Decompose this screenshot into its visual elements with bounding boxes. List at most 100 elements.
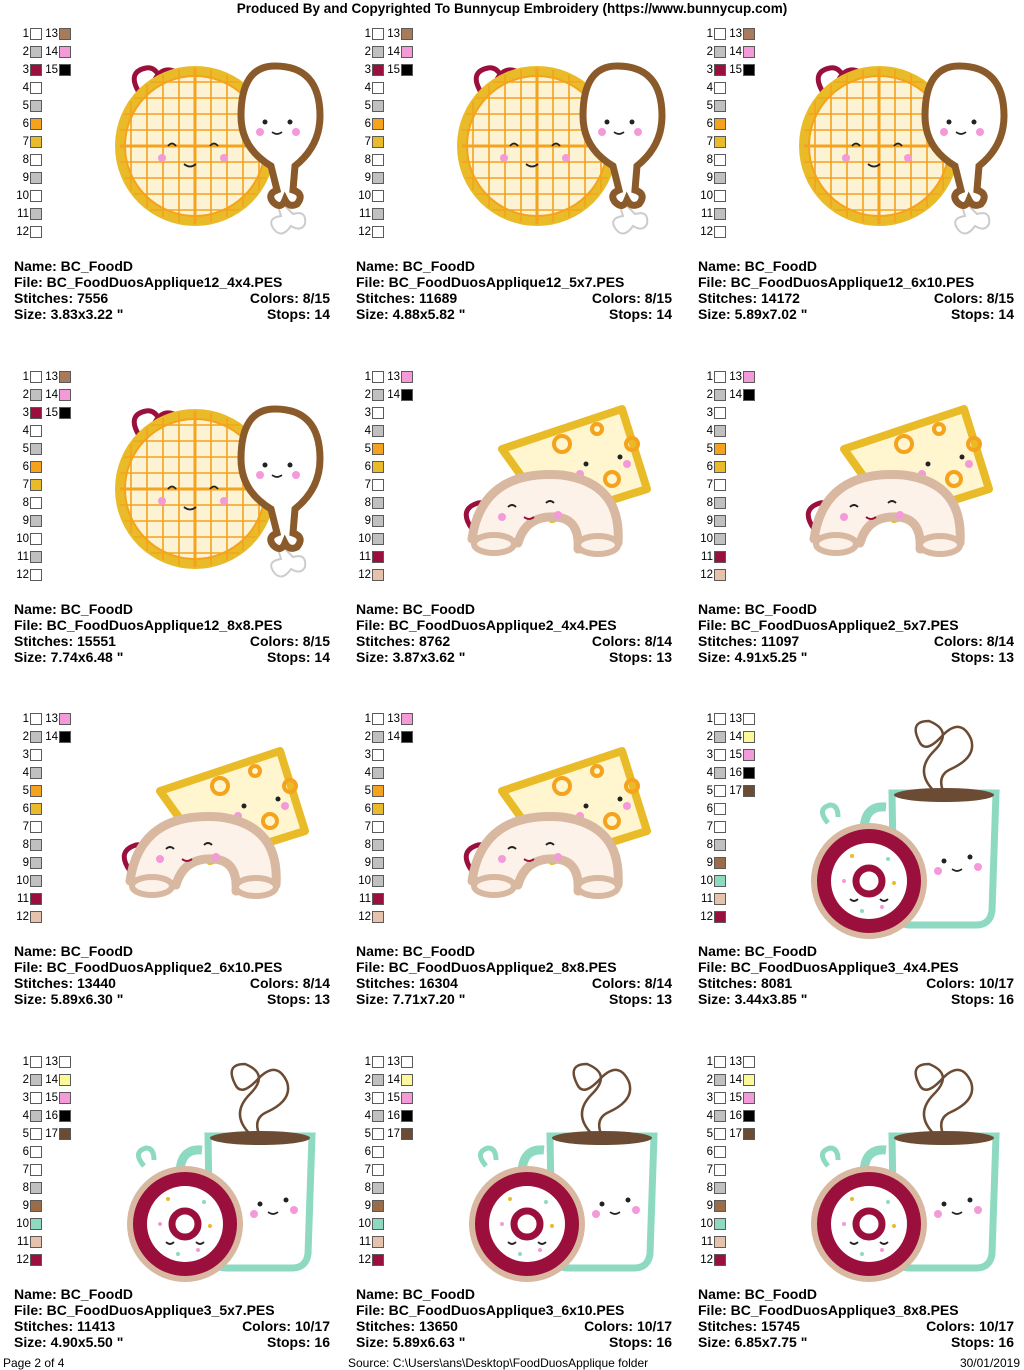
thread-color-row: 11 (700, 1235, 770, 1249)
waffle-drumstick-artwork (115, 404, 324, 577)
thread-color-row: 2 14 (358, 730, 428, 744)
thread-index: 4 (364, 82, 371, 94)
design-name: Name: BC_FoodD (14, 601, 330, 617)
thread-color-row: 4 (16, 424, 86, 438)
thread-color-swatch (59, 388, 71, 401)
thread-index: 13 (45, 28, 58, 40)
thread-index: 7 (364, 136, 371, 148)
thread-index: 11 (701, 893, 713, 905)
design-stitches: Stitches: 7556 Colors: 8/15 (14, 290, 330, 306)
thread-index: 11 (701, 208, 713, 220)
thread-color-swatch (372, 1145, 384, 1158)
thread-index: 11 (359, 893, 371, 905)
thread-index: 15 (45, 1091, 58, 1104)
thread-color-swatch (30, 172, 42, 184)
thread-color-row: 8 (358, 496, 428, 510)
thread-color-swatch (401, 1055, 413, 1068)
thread-color-row: 11 (16, 550, 86, 564)
coffee-donut-artwork (811, 719, 1000, 939)
thread-color-row: 11 (16, 207, 86, 221)
thread-index: 8 (364, 496, 371, 509)
steam-icon (230, 1062, 290, 1135)
design-card: 1 13 2 14 3 15 4 16 5 17 6 7 8 9 10 11 12 Name: BC_FoodD… (342, 1046, 684, 1370)
thread-color-swatch (714, 514, 726, 527)
thread-index: 9 (706, 172, 713, 184)
thread-index: 2 (706, 731, 713, 743)
thread-color-swatch (30, 460, 42, 473)
thread-color-row: 6 (16, 802, 86, 816)
thread-index: 1 (364, 370, 371, 383)
thread-index: 6 (364, 460, 371, 473)
thread-color-swatch (372, 550, 384, 563)
design-file-value: File: BC_FoodDuosApplique2_4x4.PES (356, 616, 617, 633)
thread-color-swatch (714, 875, 726, 887)
thread-color-row: 3 15 (700, 63, 770, 77)
thread-color-row: 10 (700, 874, 770, 888)
thread-color-swatch (714, 1181, 726, 1194)
thread-color-swatch (743, 28, 755, 40)
stops-value: Stops: 14 (608, 306, 672, 322)
design-preview (100, 369, 330, 599)
design-card: 1 13 2 14 3 15 4 5 6 7 8 9 10 11 12 (0, 361, 342, 704)
design-card: 1 13 2 14 3 15 4 5 6 7 8 9 10 11 12 (684, 18, 1024, 361)
thread-color-row: 10 (16, 532, 86, 546)
thread-color-swatch (743, 370, 755, 383)
thread-color-swatch (714, 893, 726, 905)
design-file-value: File: BC_FoodDuosApplique3_8x8.PES (698, 1301, 959, 1318)
drumstick-icon (237, 62, 324, 235)
design-stitches: Stitches: 8081 Colors: 10/17 (698, 975, 1014, 991)
design-name: Name: BC_FoodD (14, 1286, 330, 1302)
macaroni-icon (809, 469, 965, 557)
thread-index: 10 (358, 532, 371, 545)
thread-color-swatch (372, 442, 384, 455)
thread-index: 5 (364, 100, 371, 112)
thread-index: 1 (706, 713, 713, 725)
page-footer: Page 2 of 4 Source: C:\Users\ans\Desktop… (0, 1356, 1024, 1370)
thread-color-row: 8 (700, 153, 770, 167)
thread-index: 11 (17, 550, 29, 563)
thread-index: 7 (364, 821, 371, 833)
donut-icon (127, 1144, 243, 1282)
thread-color-swatch (30, 406, 42, 419)
thread-color-row: 6 (700, 460, 770, 474)
thread-color-row: 1 13 (358, 712, 428, 726)
thread-index: 14 (729, 731, 742, 743)
thread-index: 7 (706, 1163, 713, 1176)
thread-color-row: 7 (16, 478, 86, 492)
thread-color-swatch (743, 713, 755, 725)
thread-color-swatch (372, 1109, 384, 1122)
design-card: 1 13 2 14 3 15 4 16 5 17 6 7 8 9 10 11 12 Name: BC_FoodD… (684, 1046, 1024, 1370)
thread-color-row: 7 (16, 1163, 86, 1177)
thread-index: 13 (45, 713, 58, 725)
thread-index: 9 (706, 857, 713, 869)
thread-color-row: 4 (358, 766, 428, 780)
thread-color-row: 6 (16, 117, 86, 131)
thread-color-swatch (714, 388, 726, 401)
thread-color-row: 6 (358, 1145, 428, 1159)
design-name-value: Name: BC_FoodD (14, 258, 134, 274)
thread-color-row: 2 14 (700, 45, 770, 59)
steam-icon (914, 719, 974, 792)
thread-color-swatch (30, 82, 42, 94)
design-file: File: BC_FoodDuosApplique3_8x8.PES (698, 1302, 1014, 1318)
colors-value: Colors: 8/15 (249, 632, 330, 649)
steam-icon (914, 1062, 974, 1135)
thread-color-row: 8 (16, 1181, 86, 1195)
thread-index: 7 (22, 1163, 29, 1176)
thread-color-swatch (372, 46, 384, 58)
thread-color-list: 1 13 2 14 3 15 4 5 6 7 8 9 10 11 12 (16, 370, 86, 585)
thread-color-row: 10 (358, 532, 428, 546)
design-stitches-value: Stitches: 13650 (356, 1317, 458, 1334)
thread-index: 4 (364, 424, 371, 437)
thread-color-swatch (372, 1073, 384, 1086)
source-path: Source: C:\Users\ans\Desktop\FoodDuosApp… (348, 1356, 649, 1370)
design-size-value: Size: 3.83x3.22 " (14, 306, 124, 322)
thread-color-swatch (372, 460, 384, 473)
design-file-value: File: BC_FoodDuosApplique3_5x7.PES (14, 1301, 275, 1318)
thread-color-swatch (59, 1055, 71, 1068)
thread-color-row: 9 (16, 856, 86, 870)
thread-color-row: 2 14 (358, 1073, 428, 1087)
thread-index: 6 (22, 460, 29, 473)
thread-index: 8 (706, 1181, 713, 1194)
thread-index: 8 (364, 839, 371, 851)
